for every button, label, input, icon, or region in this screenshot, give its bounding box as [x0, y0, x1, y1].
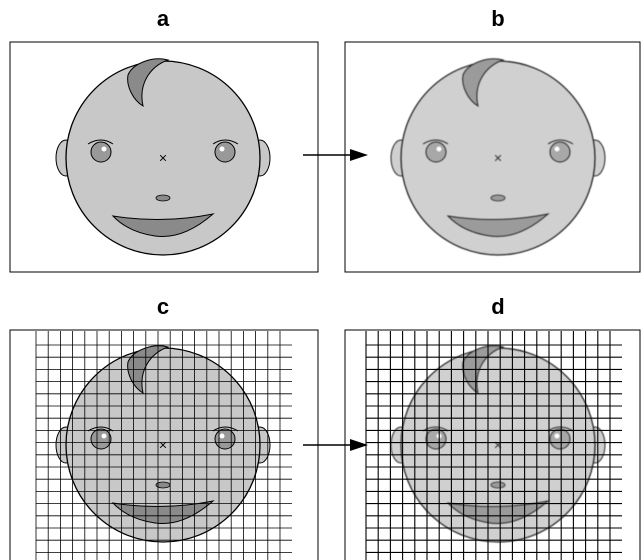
panel-label: c [157, 294, 169, 319]
figure: a b c d [0, 0, 643, 560]
panel-label: b [491, 6, 504, 31]
panel-label: d [491, 294, 504, 319]
panel-label: a [157, 6, 170, 31]
